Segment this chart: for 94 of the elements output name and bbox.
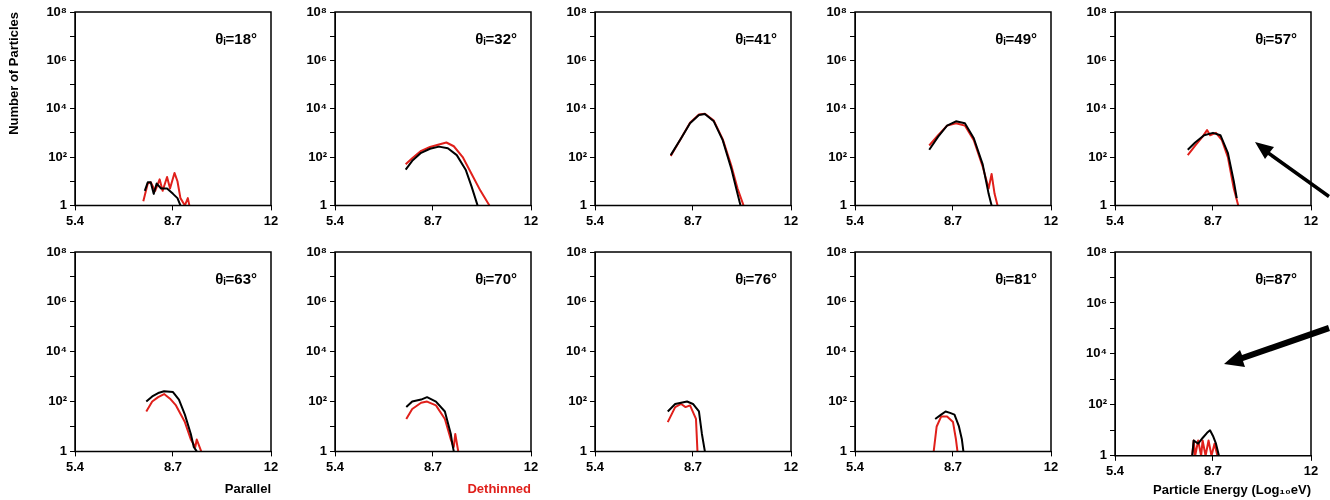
y-tick-label: 10⁸ [306,3,327,19]
annotation: θᵢ=70° [475,269,517,287]
y-tick-label: 10⁴ [566,100,587,116]
y-tick-label: 10² [568,393,588,409]
y-tick-label: 10² [308,148,328,164]
x-tick-label: 12 [1303,212,1319,228]
x-tick-label: 5.4 [325,458,345,474]
x-tick-label: 5.4 [1105,463,1125,479]
annotation: θᵢ=49° [995,29,1037,47]
x-tick-label: 8.7 [163,458,183,474]
y-tick-label: 10⁸ [1086,3,1107,19]
y-tick-label: 1 [1099,196,1107,212]
y-tick-label: 1 [839,196,847,212]
y-tick-label: 10⁸ [566,3,587,19]
y-tick-label: 10² [1088,148,1108,164]
y-tick-label: 10⁸ [566,243,587,259]
y-tick-label: 10⁶ [1086,294,1108,310]
x-tick-label: 8.7 [943,458,963,474]
x-tick-label: 12 [1043,458,1059,474]
x-tick-label: 8.7 [1203,212,1223,228]
y-tick-label: 10⁴ [46,343,67,359]
x-tick-label: 12 [523,212,539,228]
x-tick-label: 12 [263,458,279,474]
x-tick-label: 12 [783,212,799,228]
y-tick-label: 10² [568,148,588,164]
y-tick-label: 10⁴ [1086,345,1107,361]
y-tick-label: 10⁴ [46,100,67,116]
y-tick-label: 10⁶ [306,51,328,67]
y-tick-label: 10⁸ [1086,243,1107,259]
y-tick-label: 1 [579,442,587,458]
y-tick-label: 10⁶ [566,51,588,67]
annotation: θᵢ=81° [995,269,1037,287]
y-tick-label: 10⁸ [826,243,847,259]
x-tick-label: 12 [783,458,799,474]
y-tick-label: 10⁶ [46,51,68,67]
y-tick-label: 10² [48,148,68,164]
y-tick-label: 10⁴ [1086,100,1107,116]
y-tick-label: 1 [839,442,847,458]
y-tick-label: 1 [319,442,327,458]
annotation: θᵢ=18° [215,29,257,47]
x-tick-label: 8.7 [683,212,703,228]
y-tick-label: 1 [319,196,327,212]
y-tick-label: 10⁶ [1086,51,1108,67]
x-axis-title: Particle Energy (Log₁₀eV) [1153,481,1311,497]
y-tick-label: 10⁴ [826,100,847,116]
x-tick-label: 12 [1043,212,1059,228]
y-axis-title: Number of Particles [6,12,22,135]
y-tick-label: 10² [308,393,328,409]
y-tick-label: 1 [59,442,67,458]
annotation: θᵢ=41° [735,29,777,47]
y-tick-label: 10⁸ [306,243,327,259]
y-tick-label: 10⁶ [306,293,328,309]
text: Dethinned [467,481,532,497]
annotation: θᵢ=76° [735,269,777,287]
x-tick-label: 5.4 [585,458,605,474]
annotation: θᵢ=63° [215,269,257,287]
text: Parallel [224,481,271,497]
y-tick-label: 1 [579,196,587,212]
y-tick-label: 10⁶ [566,293,588,309]
y-tick-label: 10⁴ [306,100,327,116]
x-tick-label: 12 [523,458,539,474]
y-tick-label: 10⁶ [826,293,848,309]
y-tick-label: 10⁶ [826,51,848,67]
x-tick-label: 5.4 [65,458,85,474]
x-tick-label: 5.4 [65,212,85,228]
y-tick-label: 1 [59,196,67,212]
x-tick-label: 5.4 [845,212,865,228]
y-tick-label: 10⁸ [46,3,67,19]
x-tick-label: 8.7 [943,212,963,228]
x-tick-label: 5.4 [325,212,345,228]
annotation: θᵢ=87° [1255,269,1297,287]
x-tick-label: 5.4 [1105,212,1125,228]
y-tick-label: 10⁶ [46,293,68,309]
x-tick-label: 8.7 [163,212,183,228]
x-tick-label: 8.7 [423,458,443,474]
y-tick-label: 10² [48,393,68,409]
y-tick-label: 10⁴ [306,343,327,359]
annotation: θᵢ=32° [475,29,517,47]
y-tick-label: 10² [828,148,848,164]
x-tick-label: 8.7 [1203,463,1223,479]
annotation: θᵢ=57° [1255,29,1297,47]
y-tick-label: 10⁴ [566,343,587,359]
y-tick-label: 10² [1088,396,1108,412]
y-tick-label: 10⁸ [826,3,847,19]
y-tick-label: 10⁴ [826,343,847,359]
x-tick-label: 12 [1303,463,1319,479]
x-tick-label: 5.4 [845,458,865,474]
y-tick-label: 1 [1099,447,1107,463]
x-tick-label: 12 [263,212,279,228]
y-tick-label: 10² [828,393,848,409]
x-tick-label: 5.4 [585,212,605,228]
x-tick-label: 8.7 [423,212,443,228]
x-tick-label: 8.7 [683,458,703,474]
y-tick-label: 10⁸ [46,243,67,259]
